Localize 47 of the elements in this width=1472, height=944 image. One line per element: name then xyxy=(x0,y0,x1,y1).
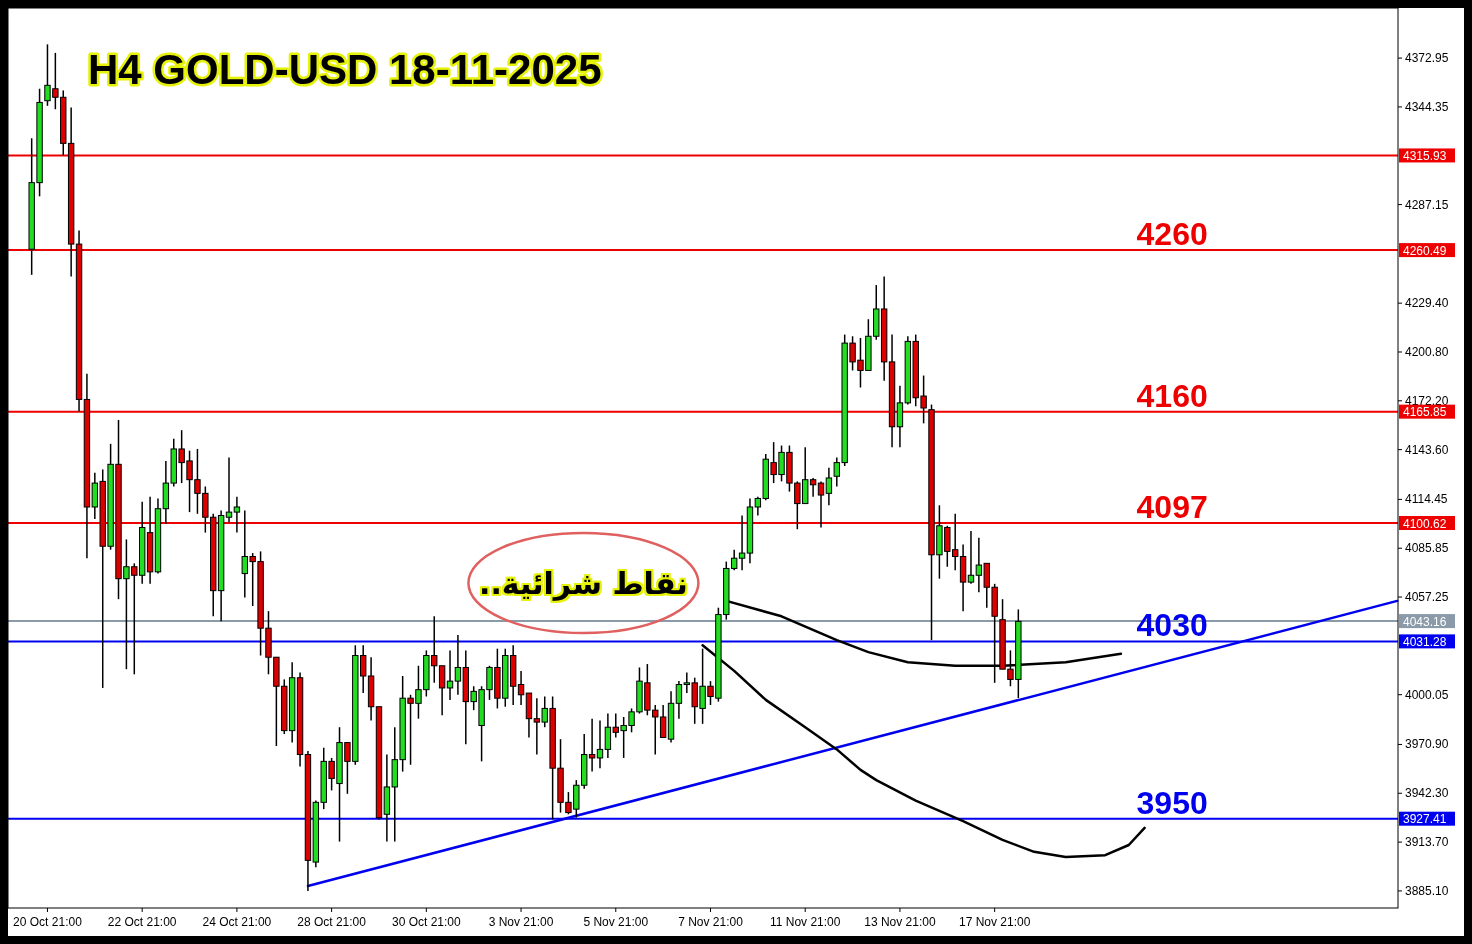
annotation: 4097 xyxy=(1136,489,1208,526)
y-tick-label: 3942.30 xyxy=(1405,786,1449,801)
x-tick-label: 20 Oct 21:00 xyxy=(13,915,83,929)
ref-line-label: 4100.62 xyxy=(1403,516,1447,531)
ref-line-label: 4165.85 xyxy=(1403,405,1447,420)
y-tick-label: 4372.95 xyxy=(1405,51,1449,66)
candlestick xyxy=(817,480,825,529)
x-tick-label: 5 Nov 21:00 xyxy=(583,915,649,929)
ref-line-label: 3927.41 xyxy=(1403,812,1447,827)
x-tick-label: 13 Nov 21:00 xyxy=(864,915,936,929)
x-tick-label: 28 Oct 21:00 xyxy=(297,915,367,929)
y-tick-label: 3913.70 xyxy=(1405,835,1449,850)
candlestick xyxy=(446,649,454,701)
y-tick-label: 4000.05 xyxy=(1405,687,1449,702)
ref-line-label: 4260.49 xyxy=(1403,243,1447,258)
y-tick-label: 4287.15 xyxy=(1405,197,1449,212)
annotation: نقاط شرائية.. xyxy=(479,565,688,601)
candlestick xyxy=(225,456,233,524)
ref-line-label: 4031.28 xyxy=(1403,634,1447,649)
x-tick-label: 3 Nov 21:00 xyxy=(488,915,554,929)
annotation: 4030 xyxy=(1136,607,1208,644)
y-tick-label: 4172.20 xyxy=(1405,393,1449,408)
y-tick-label: 3885.10 xyxy=(1405,883,1449,898)
annotation: 4160 xyxy=(1136,377,1208,414)
candlestick xyxy=(596,719,604,769)
x-tick-label: 22 Oct 21:00 xyxy=(107,915,177,929)
y-tick-label: 4143.60 xyxy=(1405,442,1449,457)
x-tick-label: 7 Nov 21:00 xyxy=(678,915,744,929)
x-tick-label: 11 Nov 21:00 xyxy=(769,915,841,929)
y-tick-label: 4229.40 xyxy=(1405,296,1449,311)
y-tick-label: 4200.80 xyxy=(1405,344,1449,359)
ref-line-label: 4315.93 xyxy=(1403,148,1447,163)
annotation: 3950 xyxy=(1136,784,1208,821)
x-tick-label: 30 Oct 21:00 xyxy=(391,915,462,929)
y-tick-label: 4057.25 xyxy=(1405,590,1449,605)
x-tick-label: 17 Nov 21:00 xyxy=(958,915,1031,929)
candlestick xyxy=(825,466,833,507)
y-tick-label: 4085.85 xyxy=(1405,541,1449,556)
y-tick-label: 3970.90 xyxy=(1405,737,1449,752)
annotation: 4260 xyxy=(1136,216,1208,253)
y-tick-label: 4344.35 xyxy=(1405,99,1449,114)
candlestick xyxy=(233,496,241,534)
x-tick-label: 24 Oct 21:00 xyxy=(202,915,272,929)
candlestick xyxy=(967,530,975,585)
text: H4 GOLD-USD 18-11-2025 xyxy=(88,46,602,93)
y-tick-label: 4114.45 xyxy=(1405,492,1448,507)
ref-line-label: 4043.16 xyxy=(1403,614,1447,629)
